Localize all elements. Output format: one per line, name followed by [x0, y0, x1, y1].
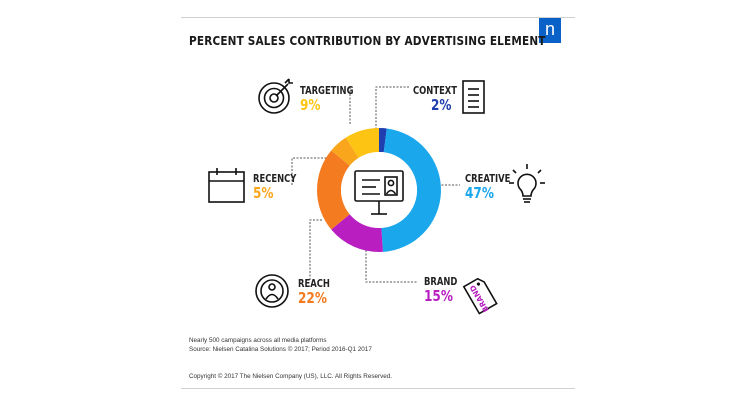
leader-line-reach: [309, 219, 322, 280]
label-recency: RECENCY: [253, 173, 297, 185]
top-divider: [181, 17, 575, 18]
donut-hole: [341, 152, 417, 228]
value-reach: 22%: [298, 289, 327, 307]
calendar-icon: [208, 168, 245, 203]
footnote-source: Source: Nielsen Catalina Solutions © 201…: [189, 346, 372, 353]
copyright: Copyright © 2017 The Nielsen Company (US…: [189, 373, 392, 380]
leader-line-context: [375, 86, 409, 130]
leader-lines: [291, 86, 460, 283]
slice-brand: [331, 214, 383, 252]
value-brand: 15%: [424, 287, 453, 305]
value-creative: 47%: [465, 184, 494, 202]
billboard-icon: [354, 170, 404, 215]
donut-slices: [317, 128, 441, 252]
value-context: 2%: [431, 96, 452, 114]
broadcast-person-icon: [255, 274, 289, 308]
logo-letter: n: [544, 19, 555, 39]
label-context: CONTEXT: [413, 85, 458, 97]
footnote-campaigns: Nearly 500 campaigns across all media pl…: [189, 337, 327, 344]
footnote: Nearly 500 campaigns across all media pl…: [189, 336, 372, 354]
label-targeting: TARGETING: [300, 85, 354, 97]
document-icon: [462, 80, 485, 114]
value-targeting: 9%: [300, 96, 321, 114]
label-brand: BRAND: [424, 276, 458, 288]
brand-tag-icon: BRAND: [462, 277, 498, 315]
slice-targeting: [345, 128, 379, 158]
chart-title: PERCENT SALES CONTRIBUTION BY ADVERTISIN…: [189, 33, 546, 48]
label-reach: REACH: [298, 278, 330, 290]
lightbulb-icon: [509, 164, 545, 203]
slice-reach: [317, 150, 350, 230]
slice-context: [379, 128, 387, 153]
slice-creative: [381, 128, 441, 252]
target-icon: [258, 78, 293, 114]
slice-recency: [331, 137, 359, 166]
bottom-divider: [181, 388, 575, 389]
value-recency: 5%: [253, 184, 274, 202]
label-creative: CREATIVE: [465, 173, 511, 185]
leader-line-recency: [291, 157, 335, 185]
nielsen-logo: n: [539, 18, 561, 43]
leader-line-brand: [365, 250, 418, 283]
